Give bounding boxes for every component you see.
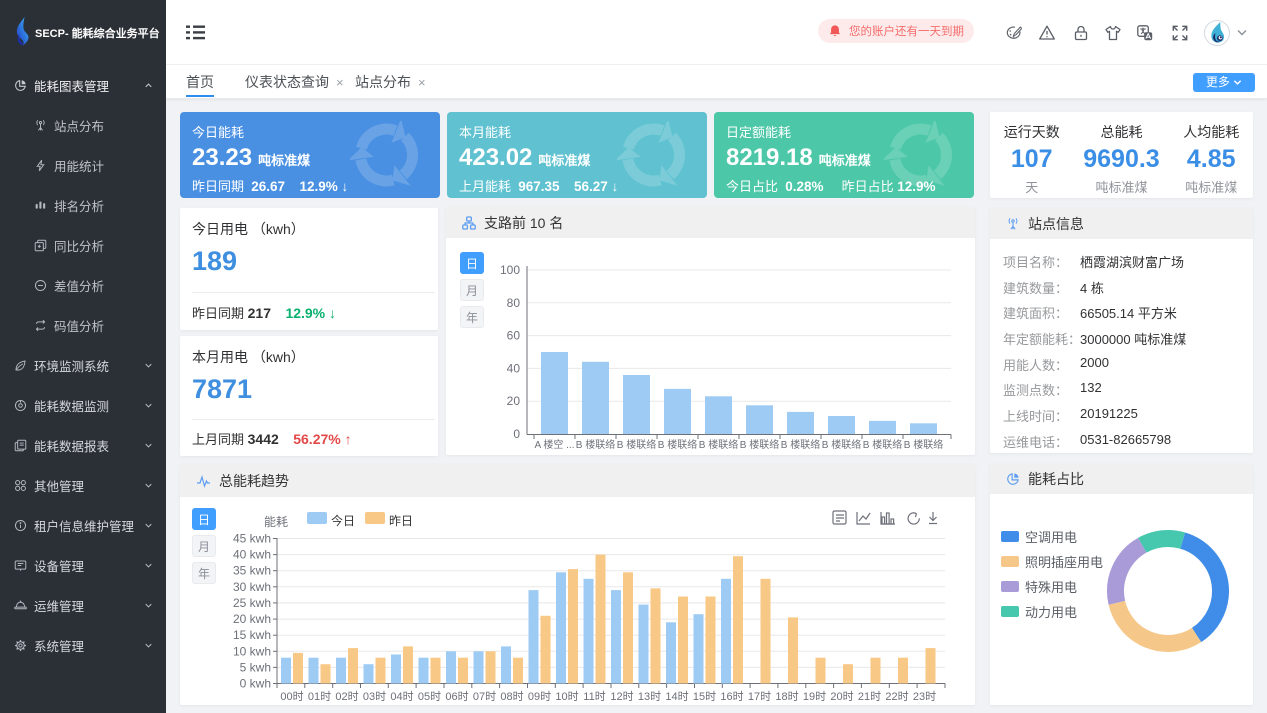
svg-text:03时: 03时 bbox=[363, 690, 386, 703]
svg-text:17时: 17时 bbox=[748, 690, 771, 703]
svg-text:B 楼联络: B 楼联络 bbox=[863, 438, 902, 451]
svg-text:40 kwh: 40 kwh bbox=[233, 548, 271, 562]
svg-text:35 kwh: 35 kwh bbox=[233, 564, 271, 578]
svg-text:00时: 00时 bbox=[280, 690, 303, 703]
svg-text:45 kwh: 45 kwh bbox=[233, 532, 271, 546]
svg-text:12时: 12时 bbox=[610, 690, 633, 703]
svg-text:04时: 04时 bbox=[390, 690, 413, 703]
svg-text:B 楼联络: B 楼联络 bbox=[781, 438, 820, 451]
svg-text:B 楼联络: B 楼联络 bbox=[658, 438, 697, 451]
svg-text:15时: 15时 bbox=[693, 690, 716, 703]
svg-text:20 kwh: 20 kwh bbox=[233, 612, 271, 626]
svg-text:20: 20 bbox=[507, 394, 521, 408]
svg-text:15 kwh: 15 kwh bbox=[233, 628, 271, 642]
svg-text:02时: 02时 bbox=[335, 690, 358, 703]
svg-text:B 楼联络: B 楼联络 bbox=[822, 438, 861, 451]
svg-text:B 楼联络: B 楼联络 bbox=[617, 438, 656, 451]
svg-text:60: 60 bbox=[507, 329, 521, 343]
svg-text:0: 0 bbox=[513, 427, 520, 441]
svg-text:A 楼空 ...: A 楼空 ... bbox=[534, 438, 574, 451]
svg-text:14时: 14时 bbox=[665, 690, 688, 703]
svg-text:18时: 18时 bbox=[775, 690, 798, 703]
svg-text:100: 100 bbox=[500, 263, 520, 277]
svg-text:B 楼联络: B 楼联络 bbox=[740, 438, 779, 451]
svg-text:10 kwh: 10 kwh bbox=[233, 644, 271, 658]
svg-text:08时: 08时 bbox=[500, 690, 523, 703]
svg-text:01时: 01时 bbox=[308, 690, 331, 703]
svg-text:05时: 05时 bbox=[418, 690, 441, 703]
svg-text:5 kwh: 5 kwh bbox=[240, 660, 271, 674]
svg-text:16时: 16时 bbox=[720, 690, 743, 703]
svg-text:13时: 13时 bbox=[638, 690, 661, 703]
svg-text:30 kwh: 30 kwh bbox=[233, 580, 271, 594]
svg-text:22时: 22时 bbox=[885, 690, 908, 703]
svg-text:B 楼联络: B 楼联络 bbox=[576, 438, 615, 451]
svg-text:21时: 21时 bbox=[858, 690, 881, 703]
svg-text:10时: 10时 bbox=[555, 690, 578, 703]
svg-text:B 楼联络: B 楼联络 bbox=[699, 438, 738, 451]
svg-text:B 楼联络: B 楼联络 bbox=[904, 438, 943, 451]
svg-text:20时: 20时 bbox=[830, 690, 853, 703]
svg-text:09时: 09时 bbox=[528, 690, 551, 703]
svg-text:19时: 19时 bbox=[803, 690, 826, 703]
svg-text:0 kwh: 0 kwh bbox=[240, 677, 271, 691]
svg-text:80: 80 bbox=[507, 296, 521, 310]
svg-text:23时: 23时 bbox=[913, 690, 936, 703]
svg-text:06时: 06时 bbox=[445, 690, 468, 703]
svg-text:40: 40 bbox=[507, 361, 521, 375]
svg-text:11时: 11时 bbox=[583, 690, 605, 703]
svg-text:25 kwh: 25 kwh bbox=[233, 596, 271, 610]
svg-text:07时: 07时 bbox=[473, 690, 496, 703]
